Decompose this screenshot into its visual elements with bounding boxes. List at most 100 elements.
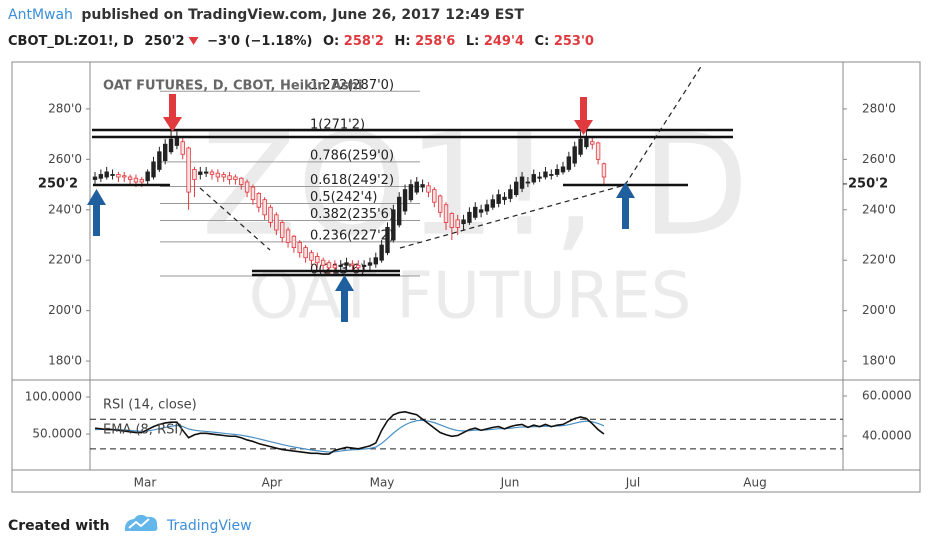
candle-body: [239, 177, 244, 185]
candle-body: [244, 181, 250, 193]
candle-body: [122, 175, 127, 178]
trendline: [624, 64, 703, 186]
candle-body: [221, 174, 226, 178]
close-label: C:: [535, 34, 550, 49]
candle-body: [98, 174, 104, 179]
high-value: 258'6: [415, 34, 455, 49]
candle-body: [186, 147, 191, 193]
candle-body: [373, 257, 378, 265]
candle-body: [233, 176, 238, 180]
candle-body: [157, 151, 162, 170]
close-value: 253'0: [554, 34, 594, 49]
y-tick-label: 260'0: [48, 152, 82, 166]
candle-body: [133, 177, 139, 183]
drawn-levels: [92, 128, 733, 277]
blue-arrow: [616, 182, 635, 229]
chart-frame: [11, 61, 921, 493]
candle-body: [525, 181, 531, 184]
price-marker-label: 250'2: [38, 176, 78, 191]
published: published on TradingView.com, June 26, 2…: [81, 7, 524, 23]
y-tick-label: 200'0: [862, 303, 896, 317]
candle-body: [250, 186, 256, 201]
candle-body: [402, 189, 408, 212]
candle-body: [595, 142, 601, 160]
tradingview-logo: [124, 514, 158, 531]
candle-body: [496, 194, 501, 204]
candle-body: [116, 174, 121, 178]
candle-body: [326, 262, 332, 269]
open-value: 258'2: [344, 34, 384, 49]
candle-body: [145, 171, 150, 182]
red-arrow: [574, 97, 593, 135]
y-tick-label: 100.0000: [25, 390, 82, 404]
candle-body: [309, 252, 314, 261]
fib-label: 0.618(249'2): [310, 173, 394, 188]
candle-body: [531, 174, 536, 183]
series-legend: OAT FUTURES, D, CBOT, Heikin Ashi: [103, 79, 363, 94]
blue-arrow: [87, 189, 106, 236]
candle-body: [543, 171, 548, 178]
candle-body: [192, 169, 197, 180]
candle-body: [432, 189, 437, 203]
trendlines: [199, 64, 703, 251]
candle-body: [554, 169, 560, 175]
candle-body: [601, 163, 607, 178]
candle-body: [315, 256, 320, 264]
candle-body: [549, 174, 554, 176]
symbol-bar: CBOT_DL:ZO1!, D 250'2 −3'0 (−1.18%) O: 2…: [8, 34, 594, 49]
candle-body: [320, 259, 326, 266]
candle-body: [104, 171, 109, 178]
candle-body: [110, 174, 115, 176]
y-tick-label: 180'0: [862, 354, 896, 368]
trendline: [199, 187, 271, 251]
y-tick-label: 220'0: [862, 253, 896, 267]
candle-body: [467, 211, 472, 223]
fib-label: 1(271'2): [310, 117, 365, 132]
candle-body: [297, 242, 302, 254]
candle-body: [396, 196, 402, 226]
candle-body: [209, 171, 215, 175]
candle-body: [566, 156, 572, 170]
candle-body: [127, 176, 133, 180]
candle-body: [203, 171, 209, 174]
y2-tick-label: 60.0000: [862, 389, 912, 403]
candle-body: [356, 264, 361, 269]
candle-body: [426, 185, 431, 193]
candle-body: [168, 138, 174, 153]
candle-body: [519, 176, 525, 189]
price-marker-label: 250'2: [848, 176, 888, 191]
y-tick-label: 240'0: [48, 202, 82, 216]
candle-body: [303, 247, 308, 259]
candle-body: [437, 195, 443, 213]
candle-body: [274, 214, 279, 231]
candle-body: [256, 192, 261, 208]
candle-body: [449, 213, 455, 228]
brand[interactable]: TradingView: [166, 518, 252, 534]
change: −3'0 (−1.18%): [207, 34, 312, 49]
arrows: [87, 94, 635, 322]
candle-body: [473, 206, 478, 218]
candle-body: [508, 189, 513, 199]
candle-body: [478, 209, 484, 213]
x-tick-label: Jul: [625, 476, 640, 490]
candle-body: [455, 219, 460, 228]
candle-body: [490, 199, 495, 208]
candle-body: [560, 166, 566, 173]
fib-label: 1.272(287'0): [310, 78, 394, 93]
candle-body: [391, 209, 396, 241]
candle-body: [414, 181, 419, 193]
y-tick-label: 280'0: [862, 101, 896, 115]
logo-line: [128, 518, 150, 529]
fib-label: 0.5(242'4): [310, 190, 377, 205]
candle-body: [461, 219, 466, 225]
candle-body: [139, 179, 144, 183]
author[interactable]: AntMwah: [8, 7, 73, 23]
candle-body: [379, 244, 384, 261]
candle-body: [572, 146, 577, 164]
candle-body: [502, 196, 507, 201]
candle-body: [198, 171, 203, 175]
candle-body: [92, 176, 98, 180]
y-tick-label: 280'0: [48, 101, 82, 115]
y-tick-label: 50.0000: [32, 427, 82, 441]
